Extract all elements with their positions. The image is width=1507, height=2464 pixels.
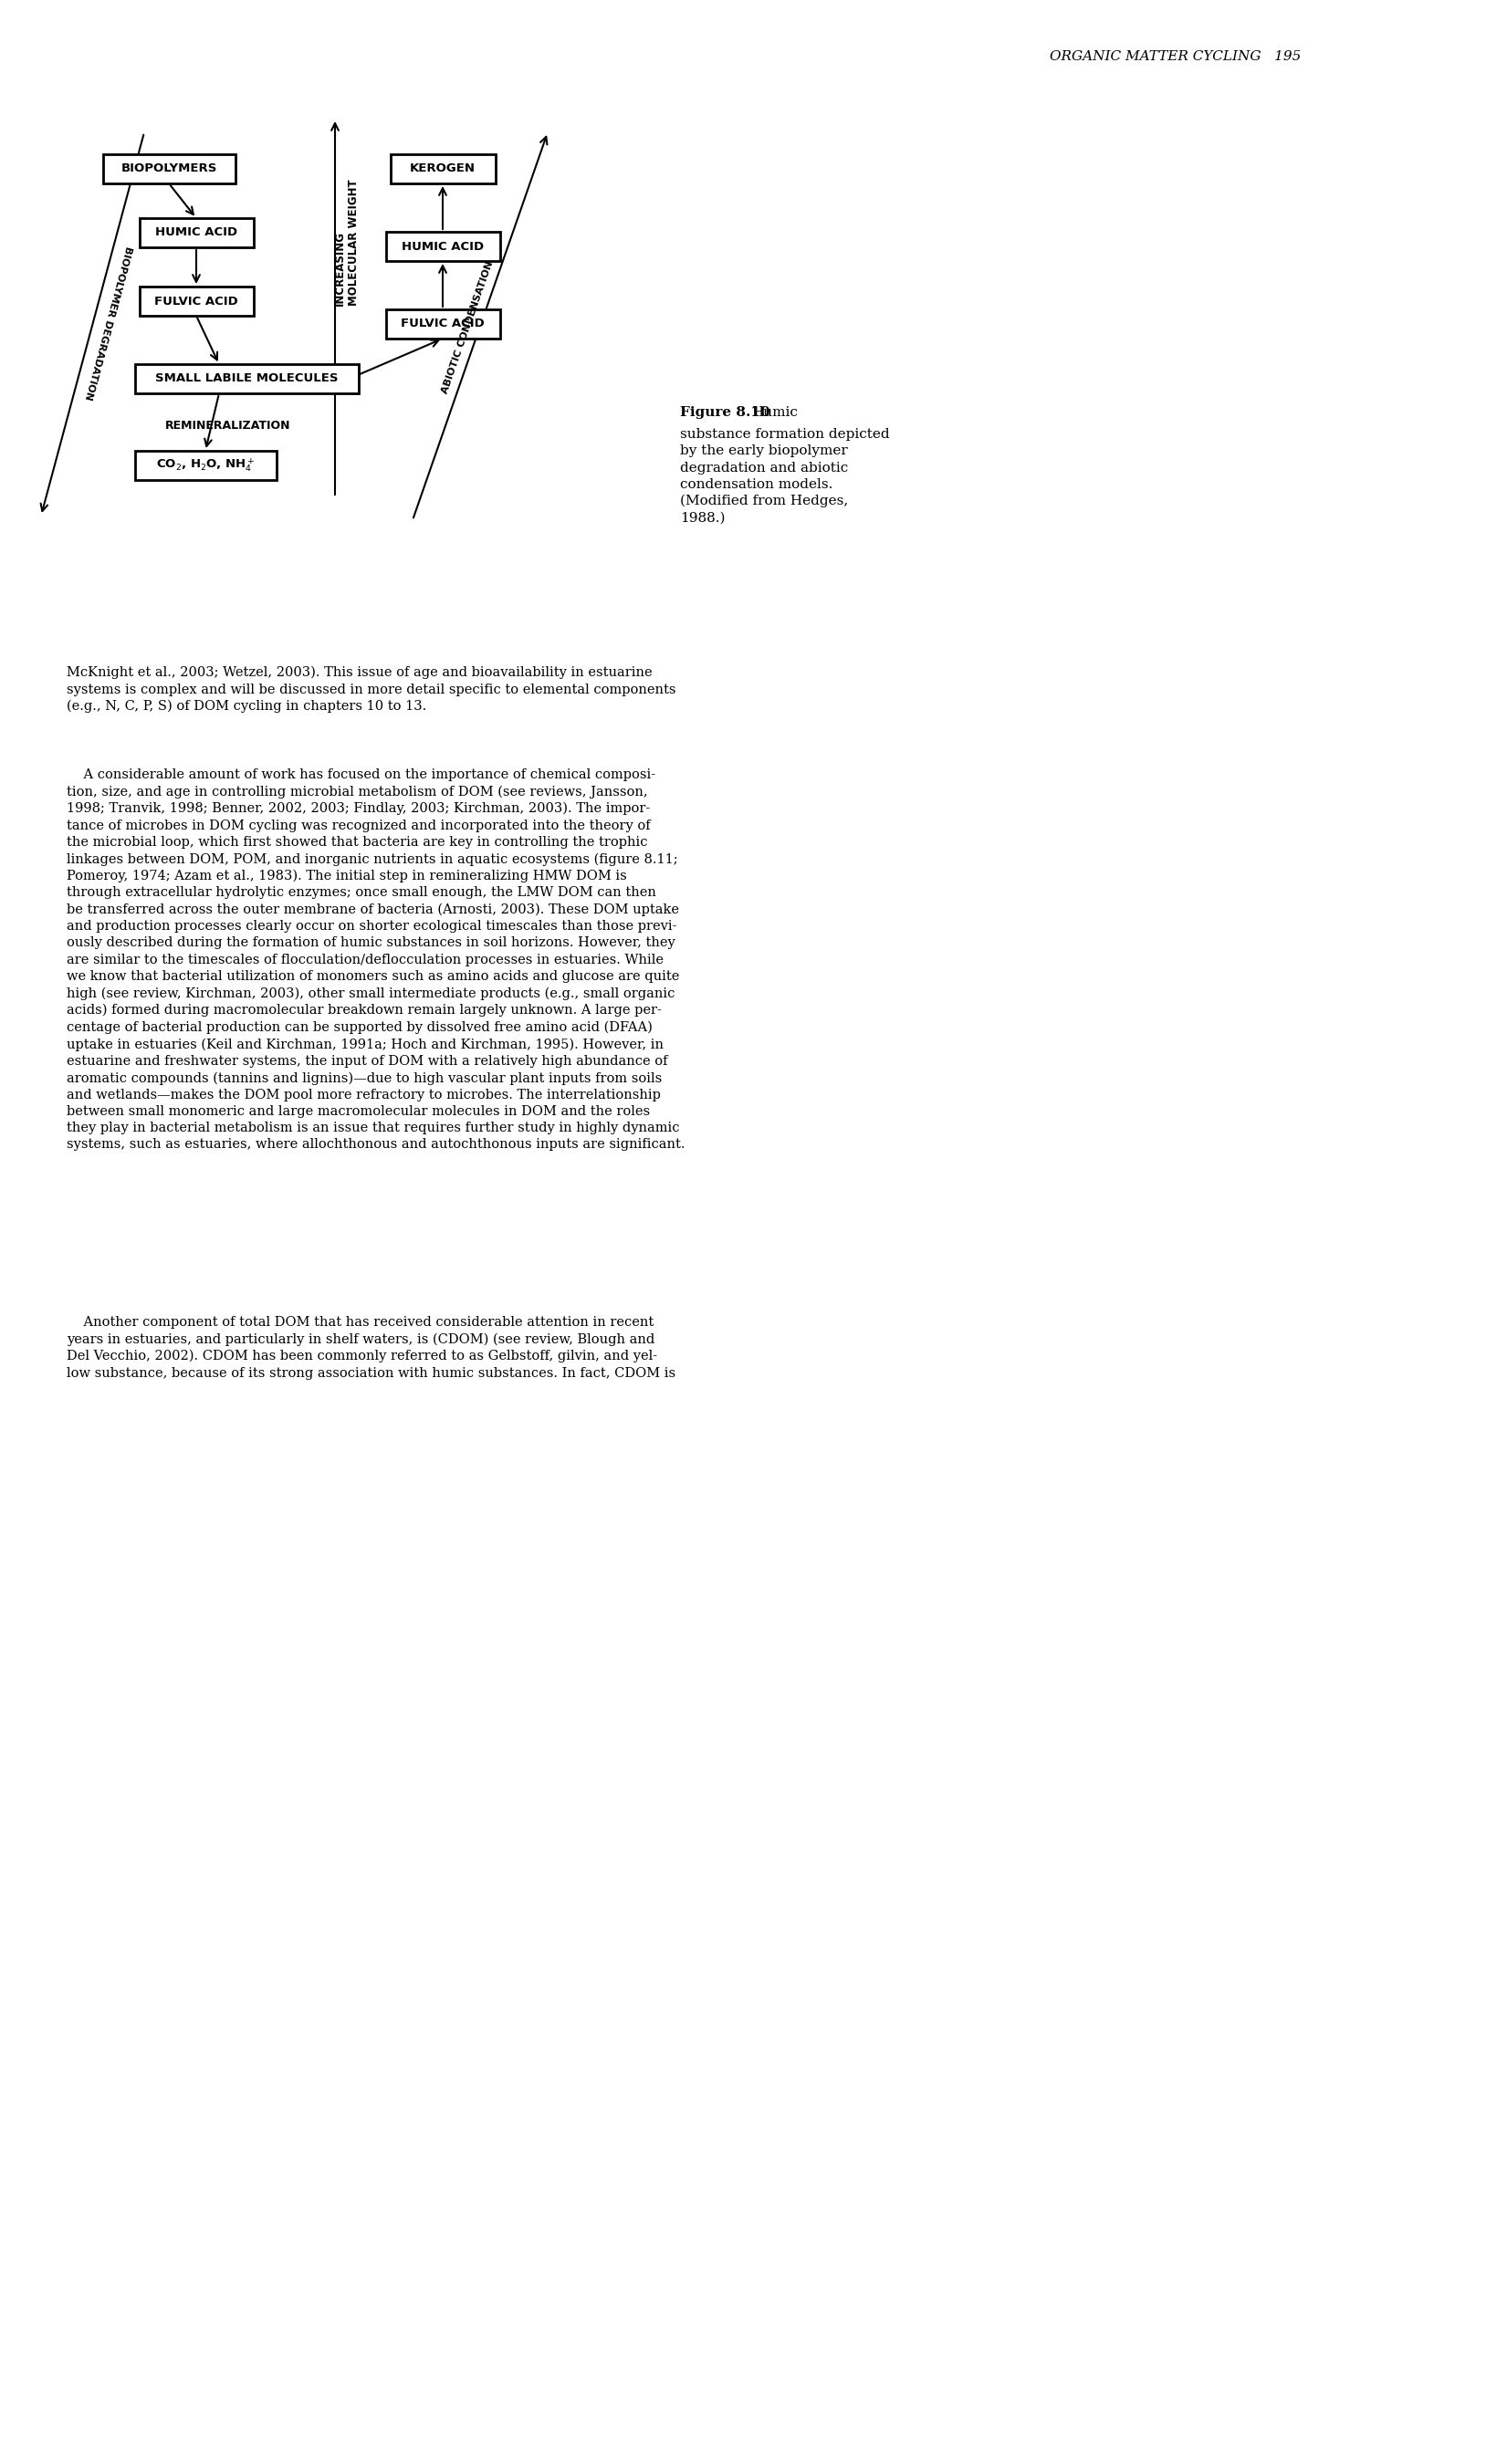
Text: HUMIC ACID: HUMIC ACID (155, 227, 238, 239)
Bar (386, 232, 500, 261)
Text: FULVIC ACID: FULVIC ACID (154, 296, 238, 308)
Text: FULVIC ACID: FULVIC ACID (401, 318, 485, 330)
Text: Figure 8.10: Figure 8.10 (680, 407, 775, 419)
Text: ABIOTIC CONDENSATION: ABIOTIC CONDENSATION (440, 261, 496, 394)
Bar (139, 286, 253, 315)
Text: Another component of total DOM that has received considerable attention in recen: Another component of total DOM that has … (66, 1316, 675, 1380)
Text: HUMIC ACID: HUMIC ACID (401, 241, 484, 251)
Text: substance formation depicted
by the early biopolymer
degradation and abiotic
con: substance formation depicted by the earl… (680, 429, 889, 525)
Text: CO$_2$, H$_2$O, NH$_4^+$: CO$_2$, H$_2$O, NH$_4^+$ (157, 456, 255, 473)
Text: BIOPOLYMER DEGRADATION: BIOPOLYMER DEGRADATION (83, 244, 133, 402)
Text: Humic: Humic (750, 407, 797, 419)
Bar (390, 155, 496, 182)
Bar (102, 155, 235, 182)
Text: BIOPOLYMERS: BIOPOLYMERS (121, 163, 217, 175)
Text: INCREASING
MOLECULAR WEIGHT: INCREASING MOLECULAR WEIGHT (335, 180, 360, 306)
Bar (134, 451, 276, 480)
Text: KEROGEN: KEROGEN (410, 163, 476, 175)
Bar (386, 310, 500, 338)
Text: A considerable amount of work has focused on the importance of chemical composi-: A considerable amount of work has focuse… (66, 769, 686, 1151)
Text: SMALL LABILE MOLECULES: SMALL LABILE MOLECULES (155, 372, 338, 384)
Text: McKnight et al., 2003; Wetzel, 2003). This issue of age and bioavailability in e: McKnight et al., 2003; Wetzel, 2003). Th… (66, 665, 677, 712)
Bar (139, 219, 253, 246)
Text: ORGANIC MATTER CYCLING   195: ORGANIC MATTER CYCLING 195 (1050, 49, 1301, 64)
Text: REMINERALIZATION: REMINERALIZATION (166, 421, 291, 431)
Bar (134, 365, 359, 394)
